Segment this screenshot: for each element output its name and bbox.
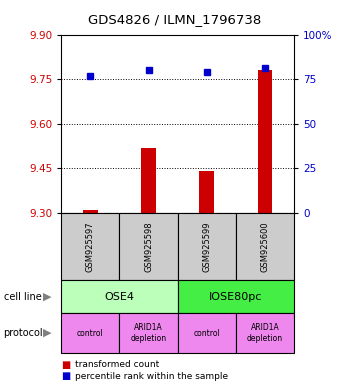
Text: control: control: [193, 329, 220, 338]
Text: ■: ■: [61, 371, 70, 381]
Bar: [141, 148, 156, 213]
Text: protocol: protocol: [4, 328, 43, 338]
Text: ▶: ▶: [43, 291, 51, 302]
Bar: [258, 70, 272, 213]
Text: GDS4826 / ILMN_1796738: GDS4826 / ILMN_1796738: [88, 13, 262, 26]
Text: ARID1A
depletion: ARID1A depletion: [247, 323, 283, 343]
Text: cell line: cell line: [4, 291, 41, 302]
Bar: [83, 210, 98, 213]
Text: IOSE80pc: IOSE80pc: [209, 291, 262, 302]
Text: OSE4: OSE4: [104, 291, 134, 302]
Text: GSM925599: GSM925599: [202, 222, 211, 272]
Text: percentile rank within the sample: percentile rank within the sample: [75, 372, 228, 381]
Text: ■: ■: [61, 360, 70, 370]
Text: transformed count: transformed count: [75, 360, 160, 369]
Text: GSM925600: GSM925600: [260, 222, 270, 272]
Bar: [199, 172, 214, 213]
Text: ▶: ▶: [43, 328, 51, 338]
Text: ARID1A
depletion: ARID1A depletion: [131, 323, 167, 343]
Text: GSM925598: GSM925598: [144, 222, 153, 272]
Text: GSM925597: GSM925597: [86, 222, 95, 272]
Text: control: control: [77, 329, 104, 338]
